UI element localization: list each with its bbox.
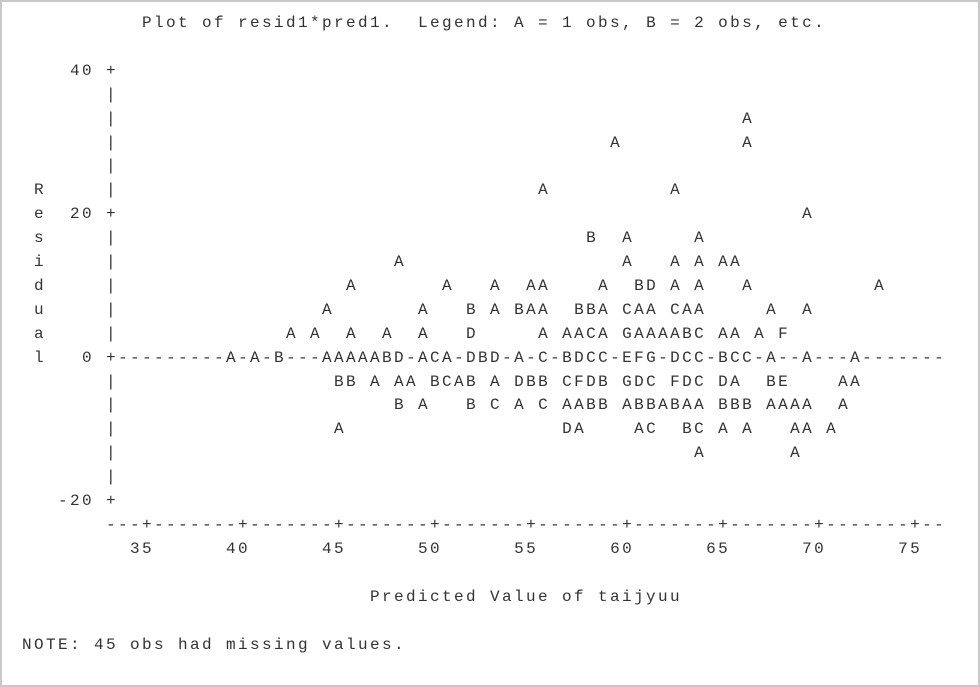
plot-line: | bbox=[22, 85, 119, 104]
plot-line: e 20 + A bbox=[22, 205, 815, 224]
plot-line: | A bbox=[22, 109, 755, 128]
plot-line: | B A B C A C AABB ABBABAA BBB AAAA A bbox=[22, 396, 851, 415]
plot-line: -20 + bbox=[22, 492, 119, 510]
plot-line: 35 40 45 50 55 60 65 70 75 bbox=[22, 539, 923, 558]
plot-line: u | A A B A BAA BBA CAA CAA A A bbox=[22, 300, 815, 319]
plot-line: | A A bbox=[22, 444, 803, 463]
plot-line: s | B A A bbox=[22, 229, 707, 248]
plot-line: R | A A bbox=[22, 181, 683, 200]
x-axis-label: Predicted Value of taijyuu bbox=[370, 588, 683, 606]
plot-line: | bbox=[22, 468, 119, 487]
plot-line: a | A A A A A D A AACA GAAAABC AA A F bbox=[22, 324, 791, 343]
plot-line: | bbox=[22, 157, 119, 176]
note: NOTE: 45 obs had missing values. bbox=[22, 636, 407, 654]
plot-title: Plot of resid1*pred1. Legend: A = 1 obs,… bbox=[142, 14, 827, 32]
plot-line: | BB A AA BCAB A DBB CFDB GDC FDC DA BE … bbox=[22, 372, 863, 391]
plot-line: 40 + bbox=[22, 61, 119, 80]
plot-line: ---+-------+-------+-------+-------+----… bbox=[22, 515, 947, 534]
plot-line: d | A A A AA A BD A A A A bbox=[22, 276, 887, 295]
plot-line: i | A A A A AA bbox=[22, 253, 743, 271]
plot-line: | A A bbox=[22, 133, 755, 152]
plot-line: | A DA AC BC A A AA A bbox=[22, 420, 839, 439]
plot-line: l 0 +---------A-A-B---AAAAABD-ACA-DBD-A-… bbox=[22, 348, 947, 367]
